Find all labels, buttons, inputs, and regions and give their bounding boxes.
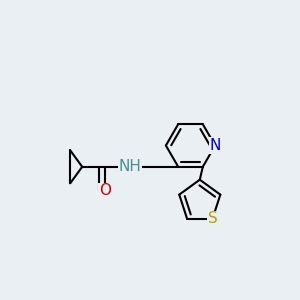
Text: NH: NH	[119, 159, 142, 174]
Text: N: N	[209, 138, 221, 153]
Text: O: O	[99, 183, 111, 198]
Text: S: S	[208, 211, 218, 226]
